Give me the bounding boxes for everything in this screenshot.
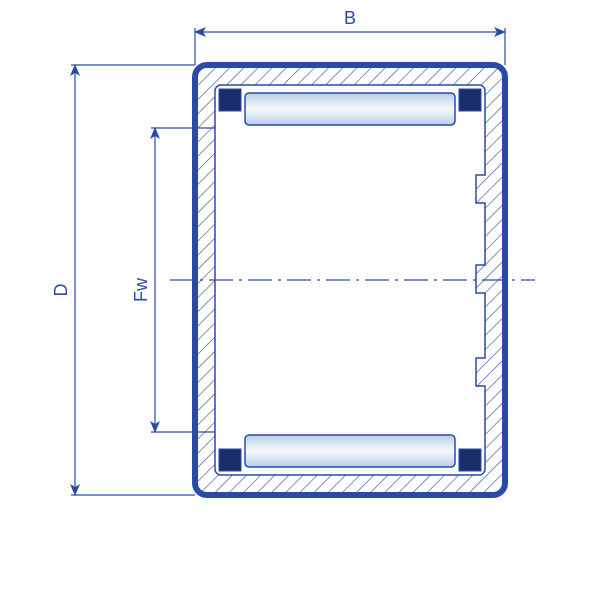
dim-label-B: B xyxy=(344,8,356,28)
roller-bottom xyxy=(245,435,455,467)
cage-block-0 xyxy=(219,89,241,111)
cage-block-3 xyxy=(459,449,481,471)
dim-label-Fw: Fw xyxy=(131,277,151,302)
cross-section-drawing: B Fw D xyxy=(0,0,600,600)
cage-block-1 xyxy=(459,89,481,111)
cage-block-2 xyxy=(219,449,241,471)
roller-top xyxy=(245,93,455,125)
diagram-canvas: B Fw D xyxy=(0,0,600,600)
dim-label-D: D xyxy=(51,284,71,297)
